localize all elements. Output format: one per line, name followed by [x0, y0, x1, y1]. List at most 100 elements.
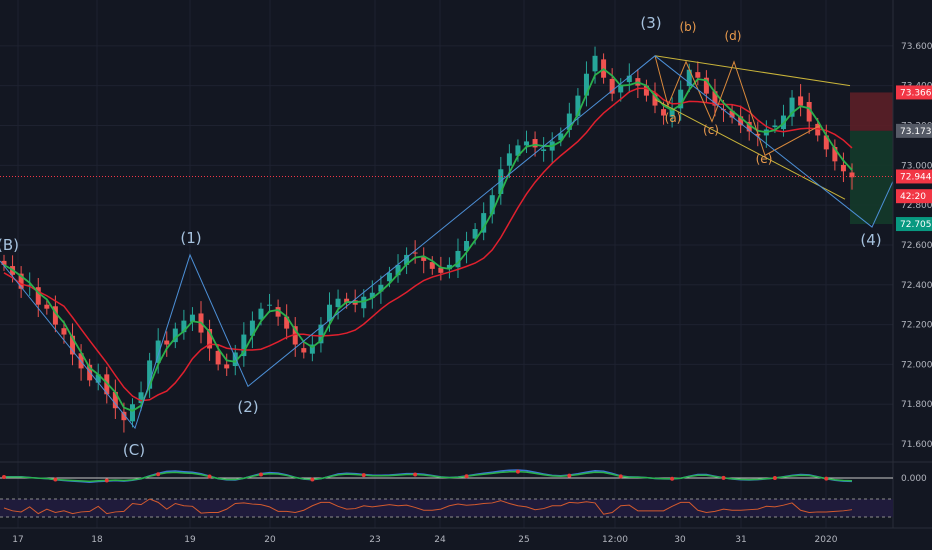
candle-body [746, 121, 752, 132]
candle-body [284, 316, 290, 329]
candle-body [309, 344, 315, 354]
candle-body [815, 123, 821, 136]
candle-body [395, 264, 401, 276]
oscillator-dot [772, 475, 777, 480]
y-tick-label: 72.600 [901, 241, 932, 251]
candle-body [129, 404, 135, 422]
candle-body [61, 328, 67, 335]
candle-body [404, 254, 410, 265]
candle-body [172, 328, 178, 343]
candle-body [849, 172, 855, 178]
oscillator-dot [515, 469, 520, 474]
candle-body [643, 85, 649, 96]
x-tick-label: 23 [369, 535, 380, 545]
candle-body [532, 139, 538, 148]
x-tick-label: 18 [91, 535, 103, 545]
candle-body [772, 125, 778, 128]
x-tick-label: 19 [184, 535, 196, 545]
oscillator-dot [670, 476, 675, 481]
x-tick-label: 2020 [815, 535, 838, 545]
oscillator-dot [413, 472, 418, 477]
candle-body [421, 256, 427, 261]
candle-body [446, 264, 452, 270]
candle-body [489, 195, 495, 215]
wave-label: (a) [665, 111, 682, 125]
oscillator-dot [310, 477, 315, 482]
wave-label: (b) [680, 20, 697, 34]
rsi-band [0, 499, 893, 517]
candle-body [481, 213, 487, 233]
candle-body [464, 240, 470, 251]
candle-body [112, 391, 118, 409]
y-tick-label: 72.800 [901, 201, 932, 211]
candle-body [592, 55, 598, 72]
candle-body [189, 314, 195, 322]
candle-body [241, 334, 247, 357]
candle-body [378, 284, 384, 292]
oscillator-dot [258, 472, 263, 477]
candle-body [95, 374, 101, 383]
oscillator-dot [464, 474, 469, 479]
oscillator-dot [721, 475, 726, 480]
trendline-upper [654, 55, 851, 87]
candle-body [164, 340, 170, 345]
candle-body [729, 110, 735, 118]
oscillator-dot [618, 474, 623, 479]
candle-body [335, 298, 341, 308]
candle-body [18, 273, 24, 289]
y-tick-label: 72.400 [901, 281, 932, 291]
wave-label: (c) [703, 123, 719, 137]
candle-body [70, 335, 76, 355]
elliott-wave-path [0, 55, 894, 430]
candle-body [798, 96, 804, 106]
candle-body [575, 95, 581, 116]
candle-body [412, 252, 418, 254]
price-tag-box [896, 217, 932, 232]
candle-body [215, 350, 221, 365]
candle-body [558, 133, 564, 141]
price-tag-box [896, 169, 932, 184]
candle-body [626, 75, 632, 83]
price-tag-box [896, 85, 932, 100]
candle-body [232, 352, 238, 367]
candle-body [618, 85, 624, 93]
wave-label: (C) [123, 441, 145, 459]
ma-red-line [3, 87, 853, 402]
candle-body [738, 116, 744, 126]
candle-body [695, 72, 701, 78]
x-tick-label: 20 [264, 535, 276, 545]
x-tick-label: 25 [518, 535, 529, 545]
candle-body [386, 272, 392, 282]
candle-body [181, 320, 187, 333]
candle-body [515, 145, 521, 156]
candle-body [703, 77, 709, 94]
x-tick-label: 12:00 [602, 535, 628, 545]
candle-body [455, 250, 461, 268]
candle-body [344, 298, 350, 303]
oscillator-dot [361, 473, 366, 478]
candle-body [35, 287, 41, 305]
candle-body [249, 320, 255, 336]
candle-body [301, 348, 307, 353]
trendline-lower [654, 99, 846, 200]
x-tick-label: 30 [674, 535, 686, 545]
candle-body [712, 91, 718, 106]
target-zone [850, 130, 893, 225]
candle-body [44, 304, 50, 309]
y-tick-label: 72.200 [901, 321, 932, 331]
candle-body [806, 101, 812, 122]
candle-body [438, 267, 444, 273]
candle-body [661, 109, 667, 116]
price-tag-box [896, 123, 932, 138]
wave-label: (B) [0, 236, 19, 254]
wave-label: (3) [640, 14, 661, 32]
candle-body [318, 324, 324, 344]
candle-body [121, 411, 127, 421]
candle-body [292, 326, 298, 345]
oscillator-dot [824, 476, 829, 481]
x-tick-label: 31 [735, 535, 746, 545]
y-tick-label: 72.000 [901, 360, 932, 370]
candle-body [52, 306, 58, 325]
